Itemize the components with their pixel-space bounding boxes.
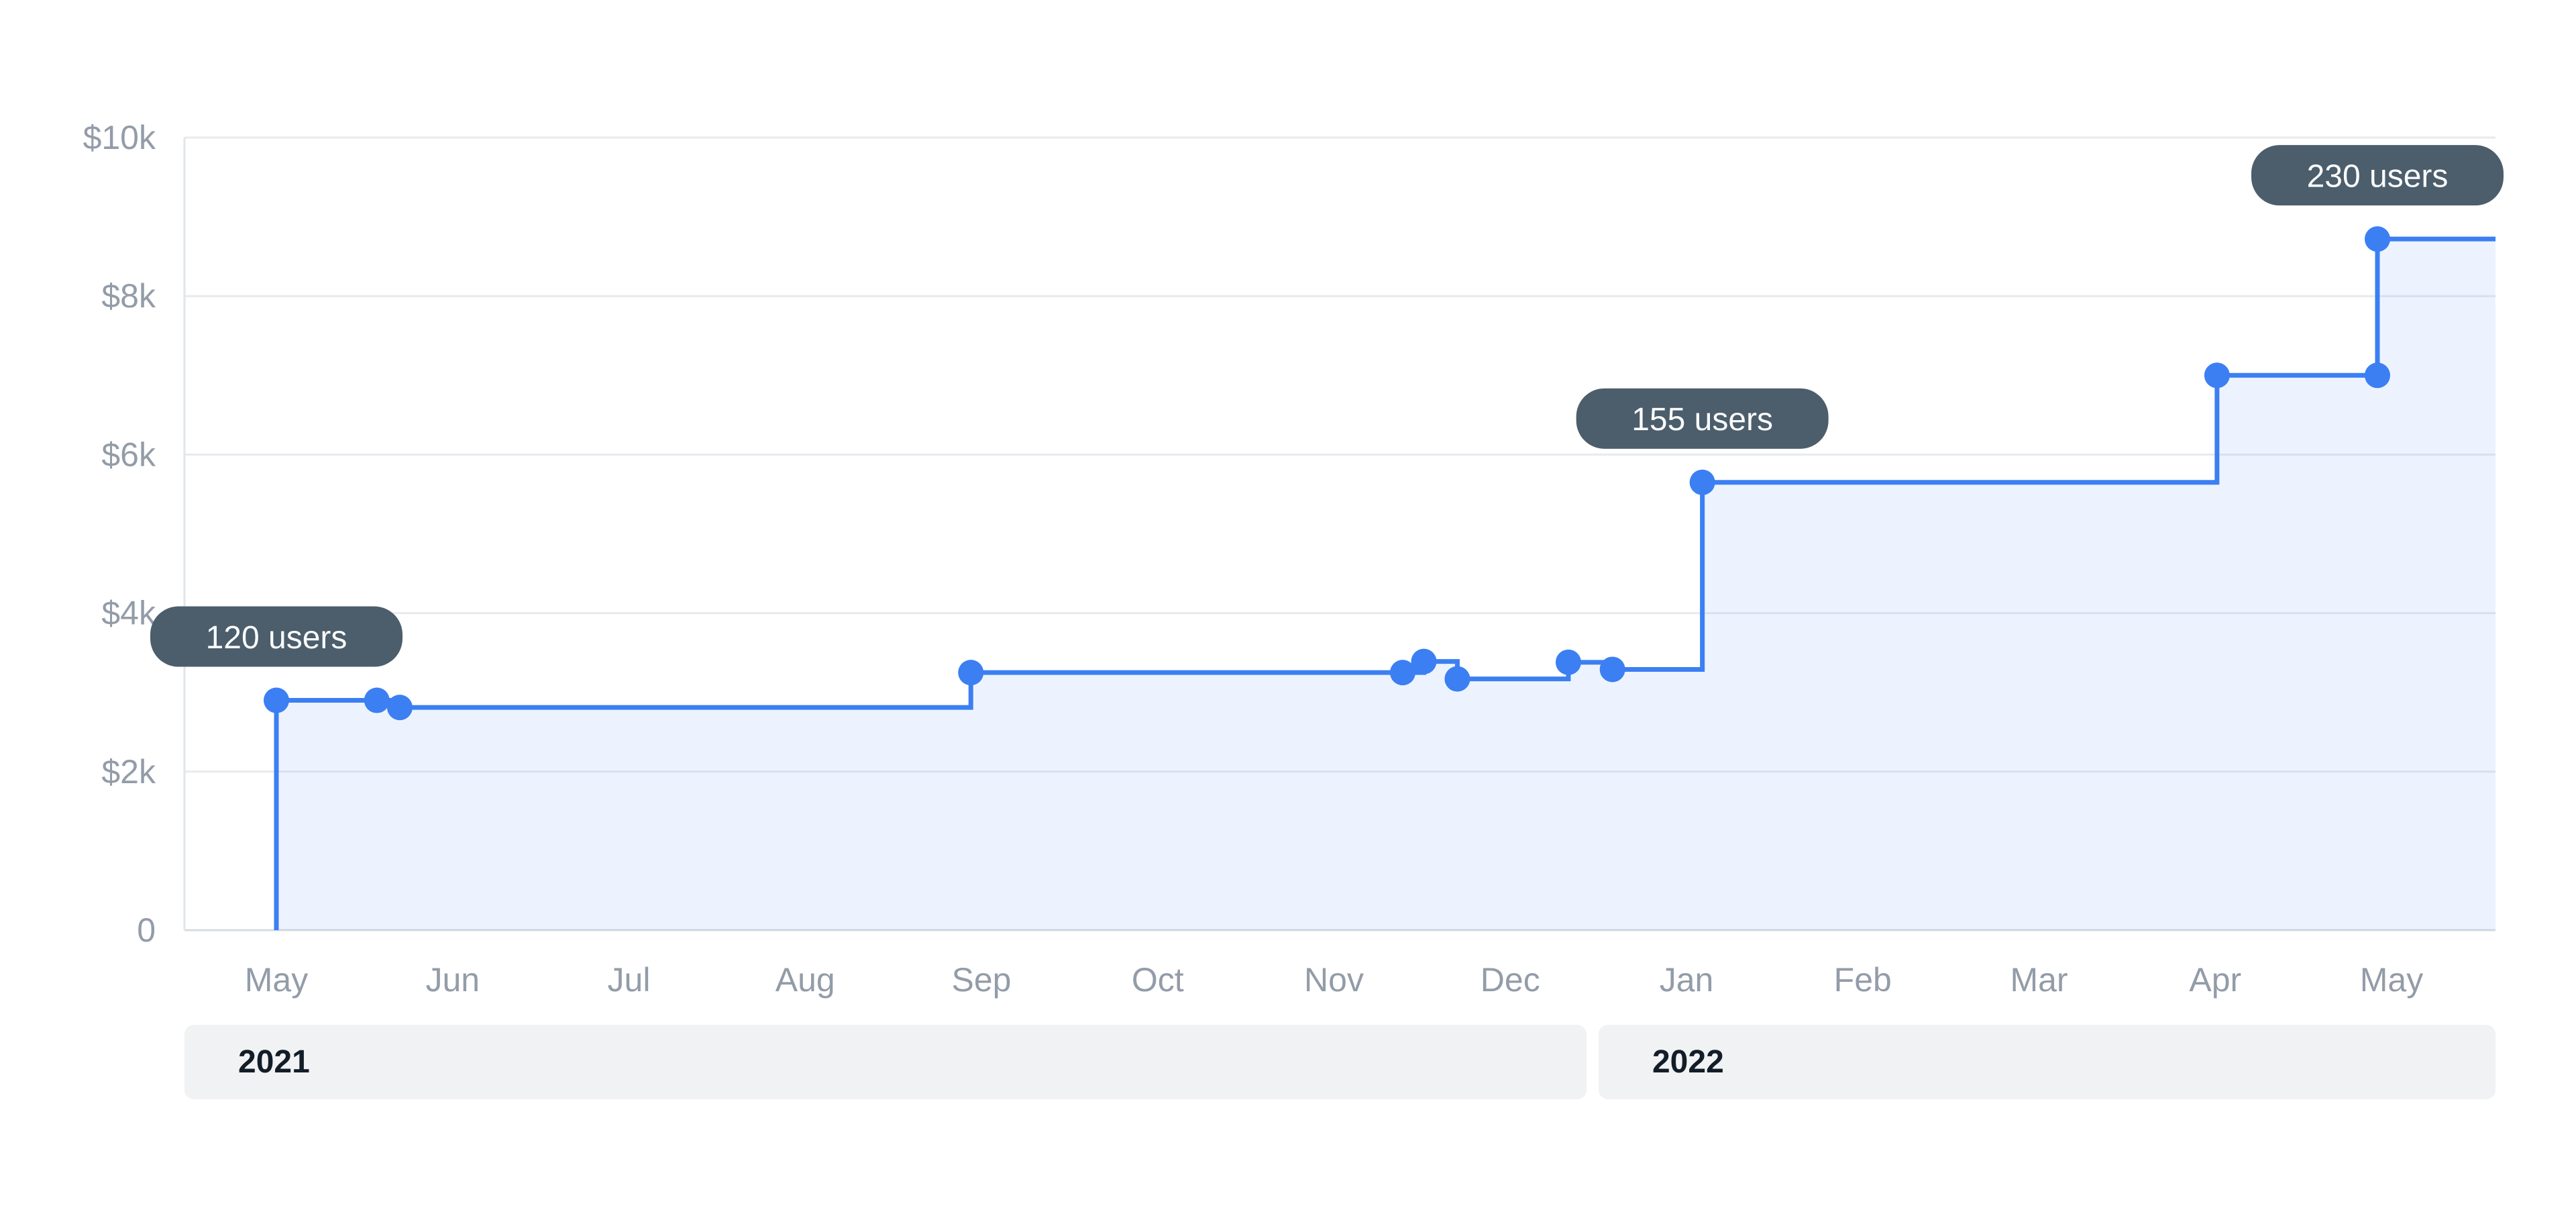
area-fill [276,239,2496,931]
data-point-dot[interactable] [2364,362,2390,389]
y-tick-label: 0 [137,911,156,949]
y-axis-labels: 0 $2k $4k $6k $8k $10k [83,119,156,949]
y-tick-label: $6k [101,436,156,473]
y-tick-label: $2k [101,753,156,791]
x-tick-label: Aug [775,961,835,999]
data-point-dot[interactable] [364,687,390,713]
annotation-badge [2251,145,2504,206]
area-fill-shape [276,239,2496,931]
x-tick-label: May [245,961,308,999]
y-tick-label: $8k [101,277,156,315]
annotation-badge-label: 230 users [2307,159,2449,195]
x-tick-label: Oct [1132,961,1184,999]
gridlines [184,136,2496,932]
data-point-dot[interactable] [1389,660,1415,686]
annotation-badge [1576,388,1829,449]
data-point-dot[interactable] [2204,362,2230,389]
annotation-badge-label: 120 users [206,620,347,656]
data-dots [264,226,2390,721]
x-tick-label: Nov [1304,961,1364,999]
data-point-dot[interactable] [264,687,289,713]
data-point-dot[interactable] [1599,656,1625,683]
x-tick-label: Jun [425,961,480,999]
year-band [184,1025,1587,1099]
data-point-dot[interactable] [2364,226,2390,252]
y-tick-label: $10k [83,119,156,156]
x-tick-label: Sep [952,961,1012,999]
x-tick-label: Dec [1481,961,1540,999]
data-point-dot[interactable] [958,660,984,686]
year-bands: 2021 2022 [184,1025,2496,1099]
x-tick-label: Feb [1834,961,1892,999]
x-tick-label: Jul [608,961,651,999]
x-axis-labels: May Jun Jul Aug Sep Oct Nov Dec Jan Feb Mar Apr May [245,961,2423,999]
year-band [1598,1025,2496,1099]
x-tick-label: Apr [2189,961,2241,999]
x-tick-label: May [2360,961,2423,999]
year-band-label: 2022 [1652,1044,1724,1080]
annotation-badges: 120 users 155 users 230 users [150,145,2504,667]
x-tick-label: Jan [1660,961,1714,999]
annotation-badge [150,606,402,667]
data-point-dot[interactable] [386,695,413,721]
data-point-dot[interactable] [1411,648,1437,674]
data-point-dot[interactable] [1555,649,1581,675]
x-tick-label: Mar [2010,961,2068,999]
year-band-label: 2021 [238,1044,310,1080]
data-point-dot[interactable] [1689,469,1715,495]
data-point-dot[interactable] [1444,666,1470,692]
y-tick-label: $4k [101,595,156,632]
annotation-badge-label: 155 users [1631,402,1773,438]
